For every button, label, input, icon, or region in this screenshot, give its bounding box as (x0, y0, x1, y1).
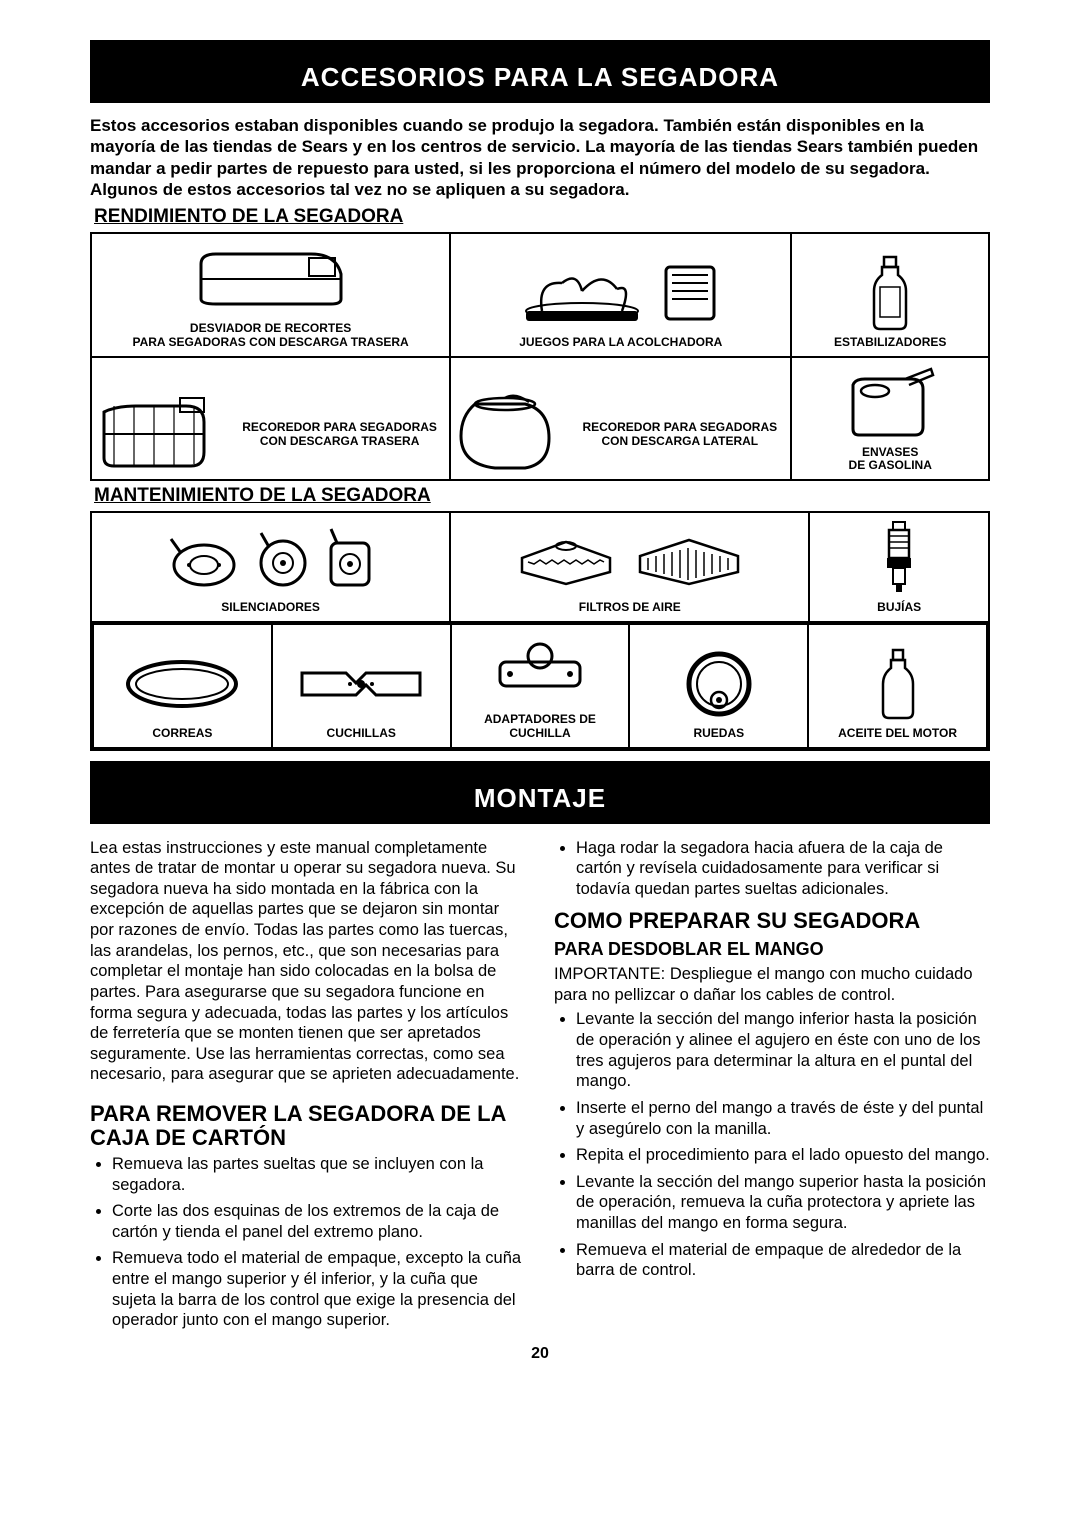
unfold-handle-heading: PARA DESDOBLAR EL MANGO (554, 938, 990, 961)
list-item: Remueva las partes sueltas que se incluy… (112, 1154, 526, 1195)
list-item: Remueva todo el material de empaque, exc… (112, 1248, 526, 1331)
cell-label: RECOREDOR PARA SEGADORAS CON DESCARGA TR… (234, 420, 445, 449)
left-column: Lea estas instrucciones y este manual co… (90, 838, 526, 1339)
cell-label: DESVIADOR DE RECORTES (190, 321, 351, 335)
page-number: 20 (90, 1345, 990, 1363)
unfold-handle-list: Levante la sección del mango inferior ha… (554, 1009, 990, 1281)
clipping-deflector-icon (191, 240, 351, 318)
side-bagger-icon (455, 395, 555, 473)
cell-label: SILENCIADORES (221, 601, 320, 615)
blade-icon (296, 645, 426, 723)
mufflers-icon (167, 519, 375, 597)
cell-label: RUEDAS (693, 727, 744, 741)
list-item: Remueva el material de empaque de alrede… (576, 1240, 990, 1281)
list-item: Inserte el perno del mango a través de é… (576, 1098, 990, 1139)
cell-label: ENVASES (862, 445, 918, 459)
performance-table: DESVIADOR DE RECORTES PARA SEGADORAS CON… (90, 232, 990, 481)
cell-label: JUEGOS PARA LA ACOLCHADORA (519, 336, 722, 350)
prepare-mower-heading: COMO PREPARAR SU SEGADORA (554, 909, 990, 933)
right-column: Haga rodar la segadora hacia afuera de l… (554, 838, 990, 1339)
remove-mower-list-cont: Haga rodar la segadora hacia afuera de l… (554, 838, 990, 900)
cell-label: CUCHILLAS (327, 727, 396, 741)
stabilizer-bottle-icon (868, 254, 912, 332)
cell-label: BUJÍAS (877, 601, 921, 615)
cell-label: CORREAS (152, 727, 212, 741)
remove-mower-heading: PARA REMOVER LA SEGADORA DE LA CAJA DE C… (90, 1102, 526, 1150)
cell-label: FILTROS DE AIRE (579, 601, 681, 615)
gas-can-icon (845, 364, 935, 442)
blade-adapter-icon (490, 631, 590, 709)
assembly-header: MONTAJE (90, 761, 990, 824)
cell-label: RECOREDOR PARA SEGADORAS CON DESCARGA LA… (573, 420, 786, 449)
list-item: Levante la sección del mango superior ha… (576, 1172, 990, 1234)
wheel-icon (683, 645, 755, 723)
mulching-kits-icon (522, 254, 720, 332)
belt-icon (122, 645, 242, 723)
cell-label: ADAPTADORES DE CUCHILLA (456, 713, 625, 741)
list-item: Haga rodar la segadora hacia afuera de l… (576, 838, 990, 900)
important-note: IMPORTANTE: Despliegue el mango con much… (554, 964, 990, 1005)
remove-mower-list: Remueva las partes sueltas que se incluy… (90, 1154, 526, 1331)
air-filters-icon (516, 519, 744, 597)
cell-label: ESTABILIZADORES (834, 336, 946, 350)
cell-sublabel: DE GASOLINA (849, 458, 932, 472)
accessories-header: ACCESORIOS PARA LA SEGADORA (90, 40, 990, 103)
section-mantenimiento: MANTENIMIENTO DE LA SEGADORA (94, 485, 990, 507)
assembly-intro: Lea estas instrucciones y este manual co… (90, 838, 526, 1086)
intro-paragraph: Estos accesorios estaban disponibles cua… (90, 115, 990, 200)
list-item: Corte las dos esquinas de los extremos d… (112, 1201, 526, 1242)
rear-bagger-icon (96, 395, 216, 473)
cell-sublabel: PARA SEGADORAS CON DESCARGA TRASERA (132, 335, 408, 349)
maintenance-table: SILENCIADORES (90, 511, 990, 750)
list-item: Repita el procedimiento para el lado opu… (576, 1145, 990, 1166)
cell-label: ACEITE DEL MOTOR (838, 727, 957, 741)
list-item: Levante la sección del mango inferior ha… (576, 1009, 990, 1092)
oil-bottle-icon (876, 645, 920, 723)
section-rendimiento: RENDIMIENTO DE LA SEGADORA (94, 206, 990, 228)
spark-plug-icon (879, 519, 919, 597)
